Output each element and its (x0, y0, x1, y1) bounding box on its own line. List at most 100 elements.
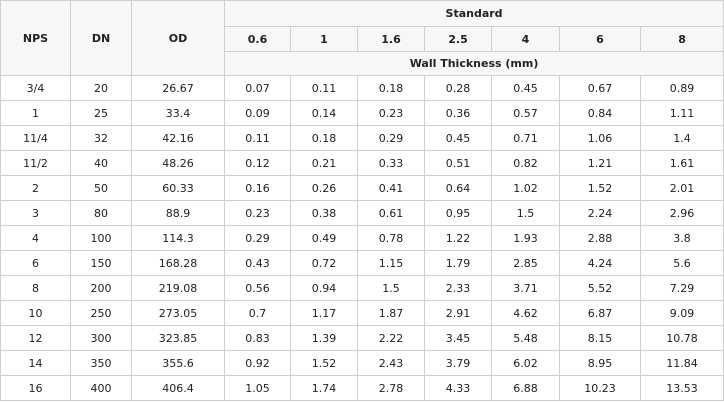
table-cell: 1.5 (357, 275, 425, 301)
table-body: 3/4 20 26.67 0.07 0.11 0.18 0.28 0.45 0.67 0.89 1 2… (0, 75, 724, 401)
table-cell: 0.29 (357, 125, 425, 151)
table-cell: 1.39 (290, 325, 358, 351)
table-cell: 250 (70, 300, 132, 326)
table-cell: 11.84 (639, 350, 724, 376)
table-cell: 10 (0, 300, 71, 326)
table-cell: 0.11 (224, 125, 291, 151)
table-cell: 0.7 (224, 300, 291, 326)
table-cell: 0.92 (224, 350, 291, 376)
table-cell: 2.22 (357, 325, 425, 351)
table-cell: 0.23 (357, 100, 425, 126)
table-cell: 2.88 (559, 225, 641, 251)
header-row: NPS DN OD Standard (0, 0, 724, 76)
table-cell: 0.18 (290, 125, 358, 151)
table-row: 3 80 88.9 0.23 0.38 0.61 0.95 1.5 2.24 2.96 (0, 200, 724, 226)
table-cell: 42.16 (131, 125, 225, 151)
table-cell: 0.29 (224, 225, 291, 251)
header-cell: 8 (639, 26, 724, 52)
table-cell: 3.45 (424, 325, 492, 351)
table-cell: 0.43 (224, 250, 291, 276)
table-cell: 1.4 (639, 125, 724, 151)
table-cell: 100 (70, 225, 132, 251)
table-cell: 0.82 (491, 150, 560, 176)
table-cell: 1.15 (357, 250, 425, 276)
table-row: 6 150 168.28 0.43 0.72 1.15 1.79 2.85 4.24 5.6 (0, 250, 724, 276)
table-cell: 6.88 (491, 375, 560, 401)
header-cell: 0.6 (224, 26, 291, 52)
table-cell: 0.94 (290, 275, 358, 301)
table-cell: 400 (70, 375, 132, 401)
table-cell: 0.21 (290, 150, 358, 176)
table-cell: 14 (0, 350, 71, 376)
table-cell: 1.21 (559, 150, 641, 176)
table-cell: 26.67 (131, 75, 225, 101)
table-cell: 3 (0, 200, 71, 226)
table-cell: 1.74 (290, 375, 358, 401)
table-cell: 0.72 (290, 250, 358, 276)
header-cell: DN (70, 0, 132, 76)
table-cell: 1.05 (224, 375, 291, 401)
header-row: 0.6 1 1.6 2.5 4 6 8 (1, 26, 724, 52)
table-cell: 114.3 (131, 225, 225, 251)
header-cell: NPS (0, 0, 71, 76)
table-cell: 5.52 (559, 275, 641, 301)
header-cell: Wall Thickness (mm) (223, 51, 724, 76)
header-cell: 6 (559, 26, 641, 52)
table-cell: 6 (0, 250, 71, 276)
table-cell: 0.84 (559, 100, 641, 126)
table-cell: 350 (70, 350, 132, 376)
table-cell: 20 (70, 75, 132, 101)
table-cell: 2.33 (424, 275, 492, 301)
table-cell: 5.48 (491, 325, 560, 351)
table-row: 10 250 273.05 0.7 1.17 1.87 2.91 4.62 6.87 9.09 (0, 300, 724, 326)
table-cell: 0.67 (559, 75, 641, 101)
table-cell: 88.9 (131, 200, 225, 226)
table-cell: 0.28 (424, 75, 492, 101)
table-row: 16 400 406.4 1.05 1.74 2.78 4.33 6.88 10.23 13.53 (0, 375, 724, 401)
table-cell: 1.61 (639, 150, 724, 176)
table-cell: 0.23 (224, 200, 291, 226)
table-cell: 1.02 (491, 175, 560, 201)
header-cell: 1 (290, 26, 358, 52)
table-cell: 25 (70, 100, 132, 126)
table-cell: 1.52 (290, 350, 358, 376)
table-cell: 0.95 (424, 200, 492, 226)
table-cell: 0.18 (357, 75, 425, 101)
table-cell: 0.38 (290, 200, 358, 226)
header-cell: OD (131, 0, 225, 76)
table-cell: 0.11 (290, 75, 358, 101)
table-cell: 406.4 (131, 375, 225, 401)
table-cell: 33.4 (131, 100, 225, 126)
table-cell: 2.78 (357, 375, 425, 401)
table-cell: 2.91 (424, 300, 492, 326)
table-cell: 0.09 (224, 100, 291, 126)
table-cell: 219.08 (131, 275, 225, 301)
table-cell: 0.45 (491, 75, 560, 101)
table-cell: 2 (0, 175, 71, 201)
table-cell: 4.33 (424, 375, 492, 401)
table-cell: 2.43 (357, 350, 425, 376)
table-cell: 323.85 (131, 325, 225, 351)
table-row: 11/4 32 42.16 0.11 0.18 0.29 0.45 0.71 1.06 1.4 (0, 125, 724, 151)
table-cell: 2.24 (559, 200, 641, 226)
table-cell: 40 (70, 150, 132, 176)
table-cell: 7.29 (639, 275, 724, 301)
table-row: 4 100 114.3 0.29 0.49 0.78 1.22 1.93 2.88 3.8 (0, 225, 724, 251)
table-cell: 5.6 (639, 250, 724, 276)
table-cell: 355.6 (131, 350, 225, 376)
table-cell: 0.07 (224, 75, 291, 101)
table-cell: 6.02 (491, 350, 560, 376)
table-cell: 1.22 (424, 225, 492, 251)
table-cell: 3.71 (491, 275, 560, 301)
table-cell: 0.26 (290, 175, 358, 201)
table-cell: 0.64 (424, 175, 492, 201)
table-cell: 0.49 (290, 225, 358, 251)
table-cell: 0.45 (424, 125, 492, 151)
table-cell: 0.41 (357, 175, 425, 201)
table-cell: 1.11 (639, 100, 724, 126)
table-cell: 0.71 (491, 125, 560, 151)
table-cell: 12 (0, 325, 71, 351)
table-cell: 10.78 (639, 325, 724, 351)
table-cell: 13.53 (639, 375, 724, 401)
